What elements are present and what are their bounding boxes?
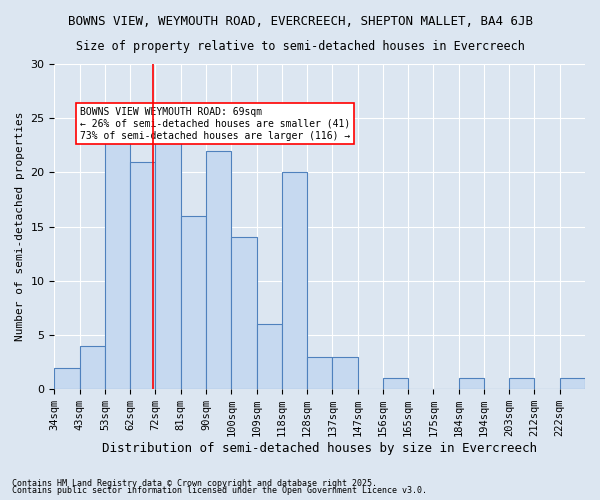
Bar [332, 356, 358, 389]
Text: BOWNS VIEW, WEYMOUTH ROAD, EVERCREECH, SHEPTON MALLET, BA4 6JB: BOWNS VIEW, WEYMOUTH ROAD, EVERCREECH, S… [67, 15, 533, 28]
Bar [80, 346, 105, 389]
Bar [509, 378, 535, 389]
Text: Contains public sector information licensed under the Open Government Licence v3: Contains public sector information licen… [12, 486, 427, 495]
Bar [231, 238, 257, 389]
Bar [206, 150, 231, 389]
Y-axis label: Number of semi-detached properties: Number of semi-detached properties [15, 112, 25, 342]
Bar [282, 172, 307, 389]
X-axis label: Distribution of semi-detached houses by size in Evercreech: Distribution of semi-detached houses by … [102, 442, 537, 455]
Bar [130, 162, 155, 389]
Bar [383, 378, 408, 389]
Bar [560, 378, 585, 389]
Text: Size of property relative to semi-detached houses in Evercreech: Size of property relative to semi-detach… [76, 40, 524, 53]
Bar [55, 368, 80, 389]
Bar [181, 216, 206, 389]
Text: BOWNS VIEW WEYMOUTH ROAD: 69sqm
← 26% of semi-detached houses are smaller (41)
7: BOWNS VIEW WEYMOUTH ROAD: 69sqm ← 26% of… [80, 108, 350, 140]
Bar [155, 140, 181, 389]
Bar [307, 356, 332, 389]
Bar [105, 129, 130, 389]
Text: Contains HM Land Registry data © Crown copyright and database right 2025.: Contains HM Land Registry data © Crown c… [12, 478, 377, 488]
Bar [458, 378, 484, 389]
Bar [257, 324, 282, 389]
